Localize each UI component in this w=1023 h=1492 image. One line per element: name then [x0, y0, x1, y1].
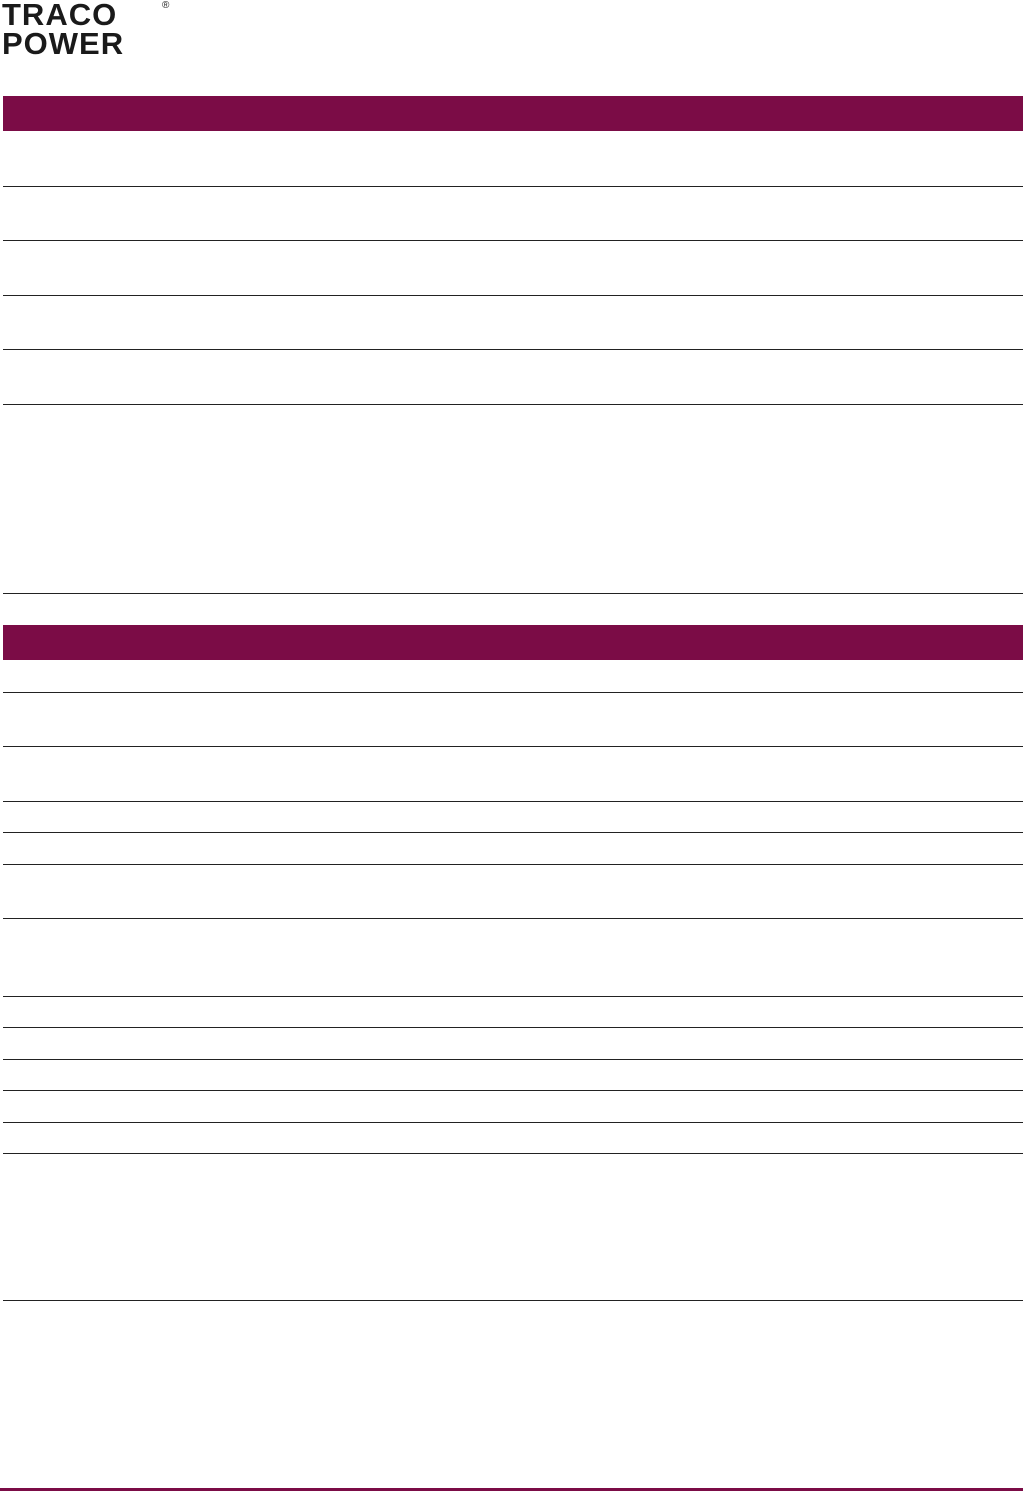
- traco-power-logo: TRACO POWER ®: [2, 0, 182, 60]
- row-divider: [3, 295, 1023, 296]
- row-divider: [3, 240, 1023, 241]
- section-1-header-bar: [3, 96, 1023, 131]
- row-divider: [3, 1027, 1023, 1028]
- row-divider: [3, 1059, 1023, 1060]
- row-divider: [3, 692, 1023, 693]
- logo-line-2: POWER: [2, 26, 125, 61]
- row-divider: [3, 186, 1023, 187]
- registered-mark: ®: [162, 0, 170, 11]
- section-2-header-bar: [3, 625, 1023, 660]
- row-divider: [3, 404, 1023, 405]
- footer-accent-line: [0, 1488, 1023, 1491]
- row-divider: [3, 746, 1023, 747]
- row-divider: [3, 918, 1023, 919]
- logo-line-1: TRACO: [2, 0, 118, 32]
- row-divider: [3, 349, 1023, 350]
- row-divider: [3, 1122, 1023, 1123]
- row-divider: [3, 1090, 1023, 1091]
- row-divider: [3, 593, 1023, 594]
- row-divider: [3, 1300, 1023, 1301]
- row-divider: [3, 996, 1023, 997]
- row-divider: [3, 864, 1023, 865]
- row-divider: [3, 1153, 1023, 1154]
- row-divider: [3, 801, 1023, 802]
- row-divider: [3, 832, 1023, 833]
